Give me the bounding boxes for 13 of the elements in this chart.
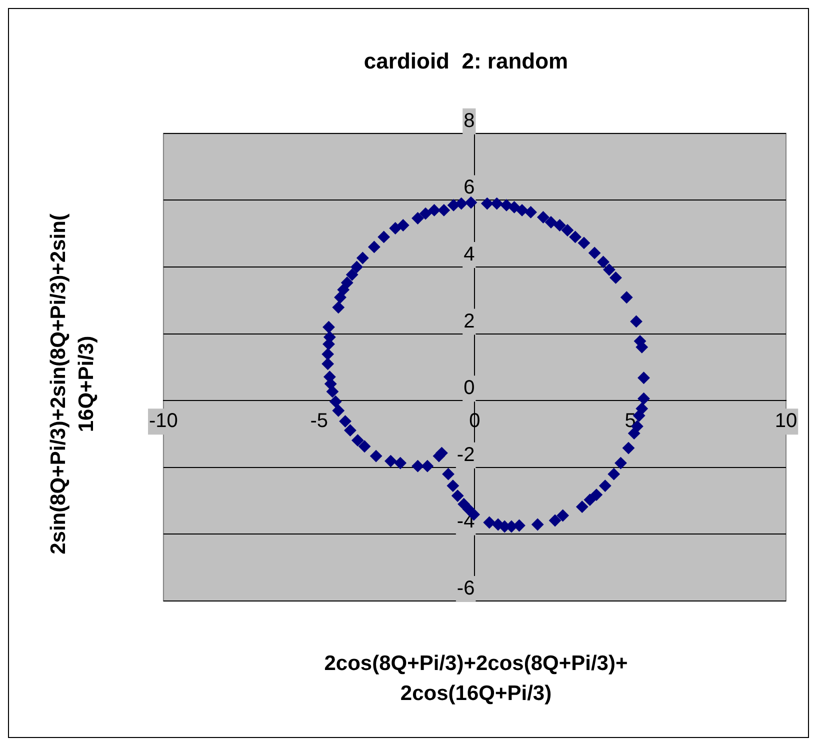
y-axis-title: 2sin(8Q+Pi/3)+2sin(8Q+Pi/3)+2sin( 16Q+Pi/3)	[46, 214, 99, 554]
x-tick-label: -10	[149, 410, 178, 432]
y-tick-label: -6	[456, 578, 475, 600]
x-tick-label: 10	[774, 410, 798, 432]
x-tick-label: -5	[310, 410, 328, 432]
y-tick-label: 4	[464, 244, 475, 266]
y-tick-label: -2	[456, 444, 475, 466]
chart-title: cardioid 2: random	[364, 48, 568, 74]
y-tick-label: 2	[464, 310, 475, 332]
y-tick-label: 6	[464, 176, 475, 199]
y-tick-label: 0	[464, 377, 475, 400]
y-tick-label: 8	[464, 110, 475, 132]
x-axis-title: 2cos(8Q+Pi/3)+2cos(8Q+Pi/3)+ 2cos(16Q+Pi/3)	[323, 651, 629, 707]
